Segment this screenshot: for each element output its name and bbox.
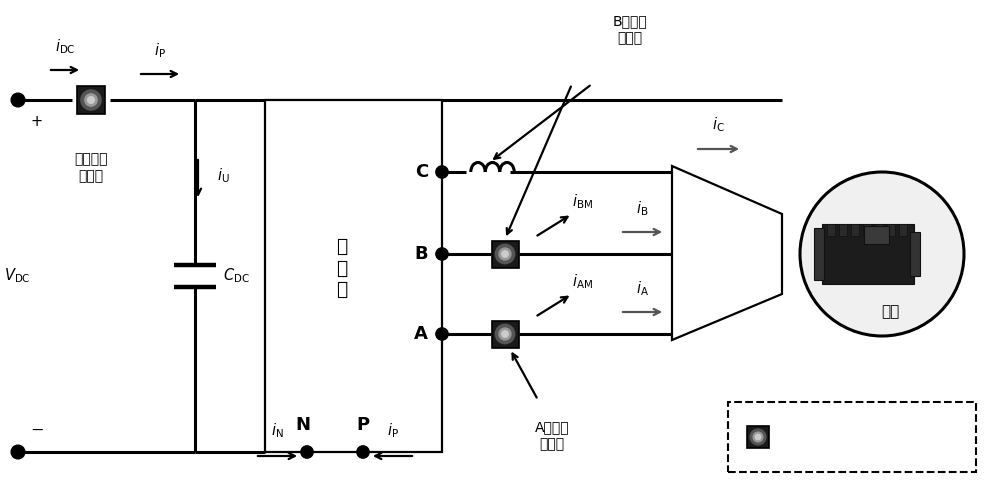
Bar [875, 224, 883, 236]
Bar [863, 224, 871, 236]
Text: 母线电流
传感器: 母线电流 传感器 [74, 152, 108, 183]
Bar [827, 224, 835, 236]
Text: A相电流
传感器: A相电流 传感器 [535, 420, 569, 451]
Text: 正方向: 正方向 [813, 429, 840, 444]
Bar [910, 232, 920, 276]
Text: $i_{\mathrm{A}}$: $i_{\mathrm{A}}$ [636, 279, 648, 298]
Bar [265, 100, 442, 452]
FancyBboxPatch shape [728, 402, 976, 472]
Bar [822, 224, 914, 284]
Bar [77, 86, 105, 114]
Bar [839, 224, 847, 236]
Bar [899, 224, 907, 236]
Circle shape [436, 328, 448, 340]
Bar [851, 224, 859, 236]
Bar [864, 226, 889, 244]
Circle shape [499, 328, 511, 340]
Circle shape [495, 244, 515, 264]
Text: P: P [356, 416, 370, 434]
Text: $C_{\mathrm{DC}}$: $C_{\mathrm{DC}}$ [223, 267, 250, 285]
Circle shape [81, 90, 101, 110]
Circle shape [502, 251, 508, 257]
Circle shape [357, 446, 369, 458]
Circle shape [436, 248, 448, 260]
Text: $i_{\mathrm{B}}$: $i_{\mathrm{B}}$ [636, 199, 648, 218]
Bar [747, 426, 769, 448]
Circle shape [755, 434, 761, 440]
Circle shape [88, 96, 94, 103]
Text: A: A [414, 325, 428, 343]
Text: C: C [415, 163, 428, 181]
Text: $i_{\mathrm{DC}}$: $i_{\mathrm{DC}}$ [55, 37, 75, 56]
Circle shape [301, 446, 313, 458]
Circle shape [495, 324, 515, 344]
Text: $i_{\mathrm{BM}}$: $i_{\mathrm{BM}}$ [572, 192, 593, 211]
Bar [492, 241, 519, 268]
Text: B相电流
传感器: B相电流 传感器 [613, 14, 647, 45]
Circle shape [436, 166, 448, 178]
Circle shape [12, 445, 25, 458]
Circle shape [750, 429, 766, 445]
Text: +: + [30, 114, 42, 129]
Polygon shape [672, 166, 782, 340]
Bar [887, 224, 895, 236]
Text: $i_{\mathrm{P}}$: $i_{\mathrm{P}}$ [387, 421, 399, 440]
Text: N: N [296, 416, 311, 434]
Text: B: B [414, 245, 428, 263]
Bar [492, 321, 519, 348]
Text: $i_{\mathrm{C}}$: $i_{\mathrm{C}}$ [712, 115, 724, 134]
Text: $i_{\mathrm{AM}}$: $i_{\mathrm{AM}}$ [572, 272, 593, 291]
Circle shape [12, 94, 25, 107]
Circle shape [85, 94, 97, 106]
Text: −: − [30, 423, 43, 438]
Text: 电机: 电机 [881, 304, 899, 319]
Text: $i_{\mathrm{P}}$: $i_{\mathrm{P}}$ [154, 41, 166, 60]
Text: 逆
变
器: 逆 变 器 [336, 237, 347, 299]
Circle shape [753, 432, 763, 442]
Circle shape [800, 172, 964, 336]
Text: $i_{\mathrm{U}}$: $i_{\mathrm{U}}$ [217, 167, 230, 186]
Circle shape [499, 248, 511, 260]
Text: $V_{\mathrm{DC}}$: $V_{\mathrm{DC}}$ [4, 267, 31, 285]
Circle shape [502, 331, 508, 337]
Bar [814, 228, 824, 280]
Text: $i_{\mathrm{N}}$: $i_{\mathrm{N}}$ [271, 421, 283, 440]
